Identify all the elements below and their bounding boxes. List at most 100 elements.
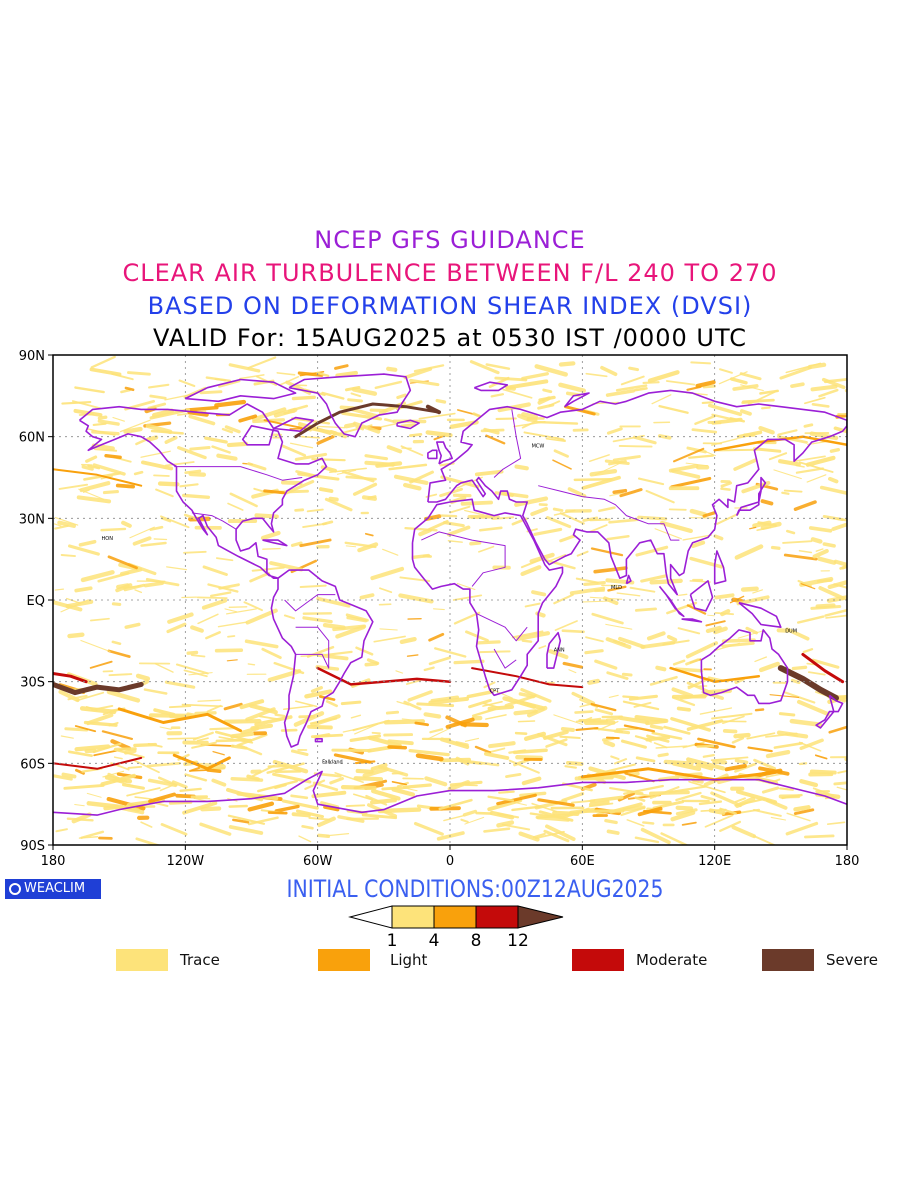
trace-streak — [223, 718, 262, 724]
trace-streak — [634, 714, 668, 723]
trace-streak — [670, 810, 696, 822]
trace-streak — [524, 602, 541, 608]
legend-swatch-light — [318, 949, 370, 971]
trace-streak — [386, 445, 403, 454]
trace-streak — [377, 807, 422, 814]
trace-streak — [164, 461, 195, 467]
trace-streak — [55, 828, 68, 833]
trace-streak — [487, 704, 515, 711]
trace-streak — [794, 455, 826, 462]
trace-streak — [167, 737, 198, 740]
trace-streak — [553, 593, 574, 605]
trace-streak — [690, 361, 711, 365]
trace-turbulence-layer — [53, 355, 847, 845]
title-line-3: BASED ON DEFORMATION SHEAR INDEX (DVSI) — [147, 292, 753, 320]
trace-streak — [515, 631, 551, 641]
trace-streak — [442, 521, 465, 528]
trace-streak — [511, 805, 542, 812]
trace-streak — [733, 458, 757, 471]
trace-streak — [153, 474, 170, 477]
trace-streak — [686, 604, 707, 615]
lon-tick-label: 180 — [835, 854, 860, 869]
trace-streak — [428, 656, 452, 666]
trace-streak — [274, 804, 300, 813]
trace-streak — [148, 792, 177, 804]
trace-streak — [518, 692, 536, 699]
trace-streak — [685, 462, 708, 467]
trace-streak — [717, 448, 759, 452]
trace-streak — [721, 638, 756, 643]
trace-streak — [835, 413, 847, 419]
trace-streak — [600, 365, 618, 377]
trace-streak — [54, 524, 69, 530]
trace-streak — [167, 612, 194, 624]
trace-streak — [634, 607, 657, 612]
trace-streak — [449, 780, 483, 787]
lat-tick-label: 90N — [19, 349, 45, 364]
trace-streak — [691, 540, 706, 548]
trace-streak — [247, 356, 277, 370]
trace-streak — [770, 545, 781, 550]
trace-streak — [92, 422, 107, 426]
trace-streak — [425, 430, 453, 438]
trace-streak — [143, 581, 164, 588]
trace-streak — [80, 639, 111, 653]
trace-streak — [629, 586, 656, 593]
trace-streak — [626, 819, 645, 827]
coastline — [273, 416, 315, 432]
trace-streak — [672, 447, 705, 463]
trace-streak — [225, 608, 257, 615]
trace-streak — [702, 753, 715, 758]
trace-streak — [300, 435, 321, 439]
trace-streak — [269, 561, 304, 572]
trace-streak — [111, 602, 122, 606]
trace-streak — [428, 632, 445, 642]
trace-streak — [707, 403, 743, 417]
trace-streak — [200, 806, 222, 812]
trace-streak — [248, 703, 278, 715]
trace-streak — [57, 520, 76, 528]
trace-streak — [793, 808, 815, 816]
station-label: CPT — [490, 689, 501, 695]
trace-streak — [649, 724, 664, 730]
trace-streak — [558, 361, 576, 367]
trace-streak — [521, 776, 542, 786]
trace-streak — [530, 506, 549, 517]
trace-streak — [294, 452, 328, 461]
trace-streak — [695, 380, 716, 388]
trace-streak — [689, 508, 708, 517]
trace-streak — [752, 835, 776, 845]
trace-streak — [140, 821, 153, 828]
trace-streak — [585, 372, 608, 378]
trace-streak — [482, 700, 503, 707]
trace-streak — [624, 772, 655, 783]
trace-streak — [246, 774, 260, 781]
trace-streak — [400, 423, 417, 428]
trace-streak — [211, 778, 227, 787]
trace-streak — [613, 758, 628, 765]
trace-streak — [798, 549, 813, 554]
trace-streak — [60, 554, 76, 558]
trace-streak — [478, 545, 495, 553]
trace-streak — [704, 814, 734, 828]
trace-streak — [491, 516, 515, 521]
trace-streak — [321, 391, 345, 400]
trace-streak — [721, 641, 755, 648]
trace-streak — [554, 620, 578, 631]
trace-streak — [403, 482, 422, 491]
trace-streak — [240, 726, 260, 735]
trace-streak — [115, 483, 136, 489]
trace-streak — [777, 429, 798, 436]
trace-streak — [340, 785, 377, 791]
turbulence-band — [777, 665, 839, 701]
trace-streak — [652, 800, 685, 810]
trace-streak — [406, 679, 421, 685]
trace-streak — [714, 593, 735, 600]
trace-streak — [781, 491, 790, 495]
trace-streak — [126, 787, 161, 797]
trace-streak — [150, 429, 184, 435]
trace-streak — [734, 544, 764, 560]
trace-streak — [496, 820, 515, 828]
trace-streak — [465, 630, 489, 642]
trace-streak — [140, 450, 171, 458]
